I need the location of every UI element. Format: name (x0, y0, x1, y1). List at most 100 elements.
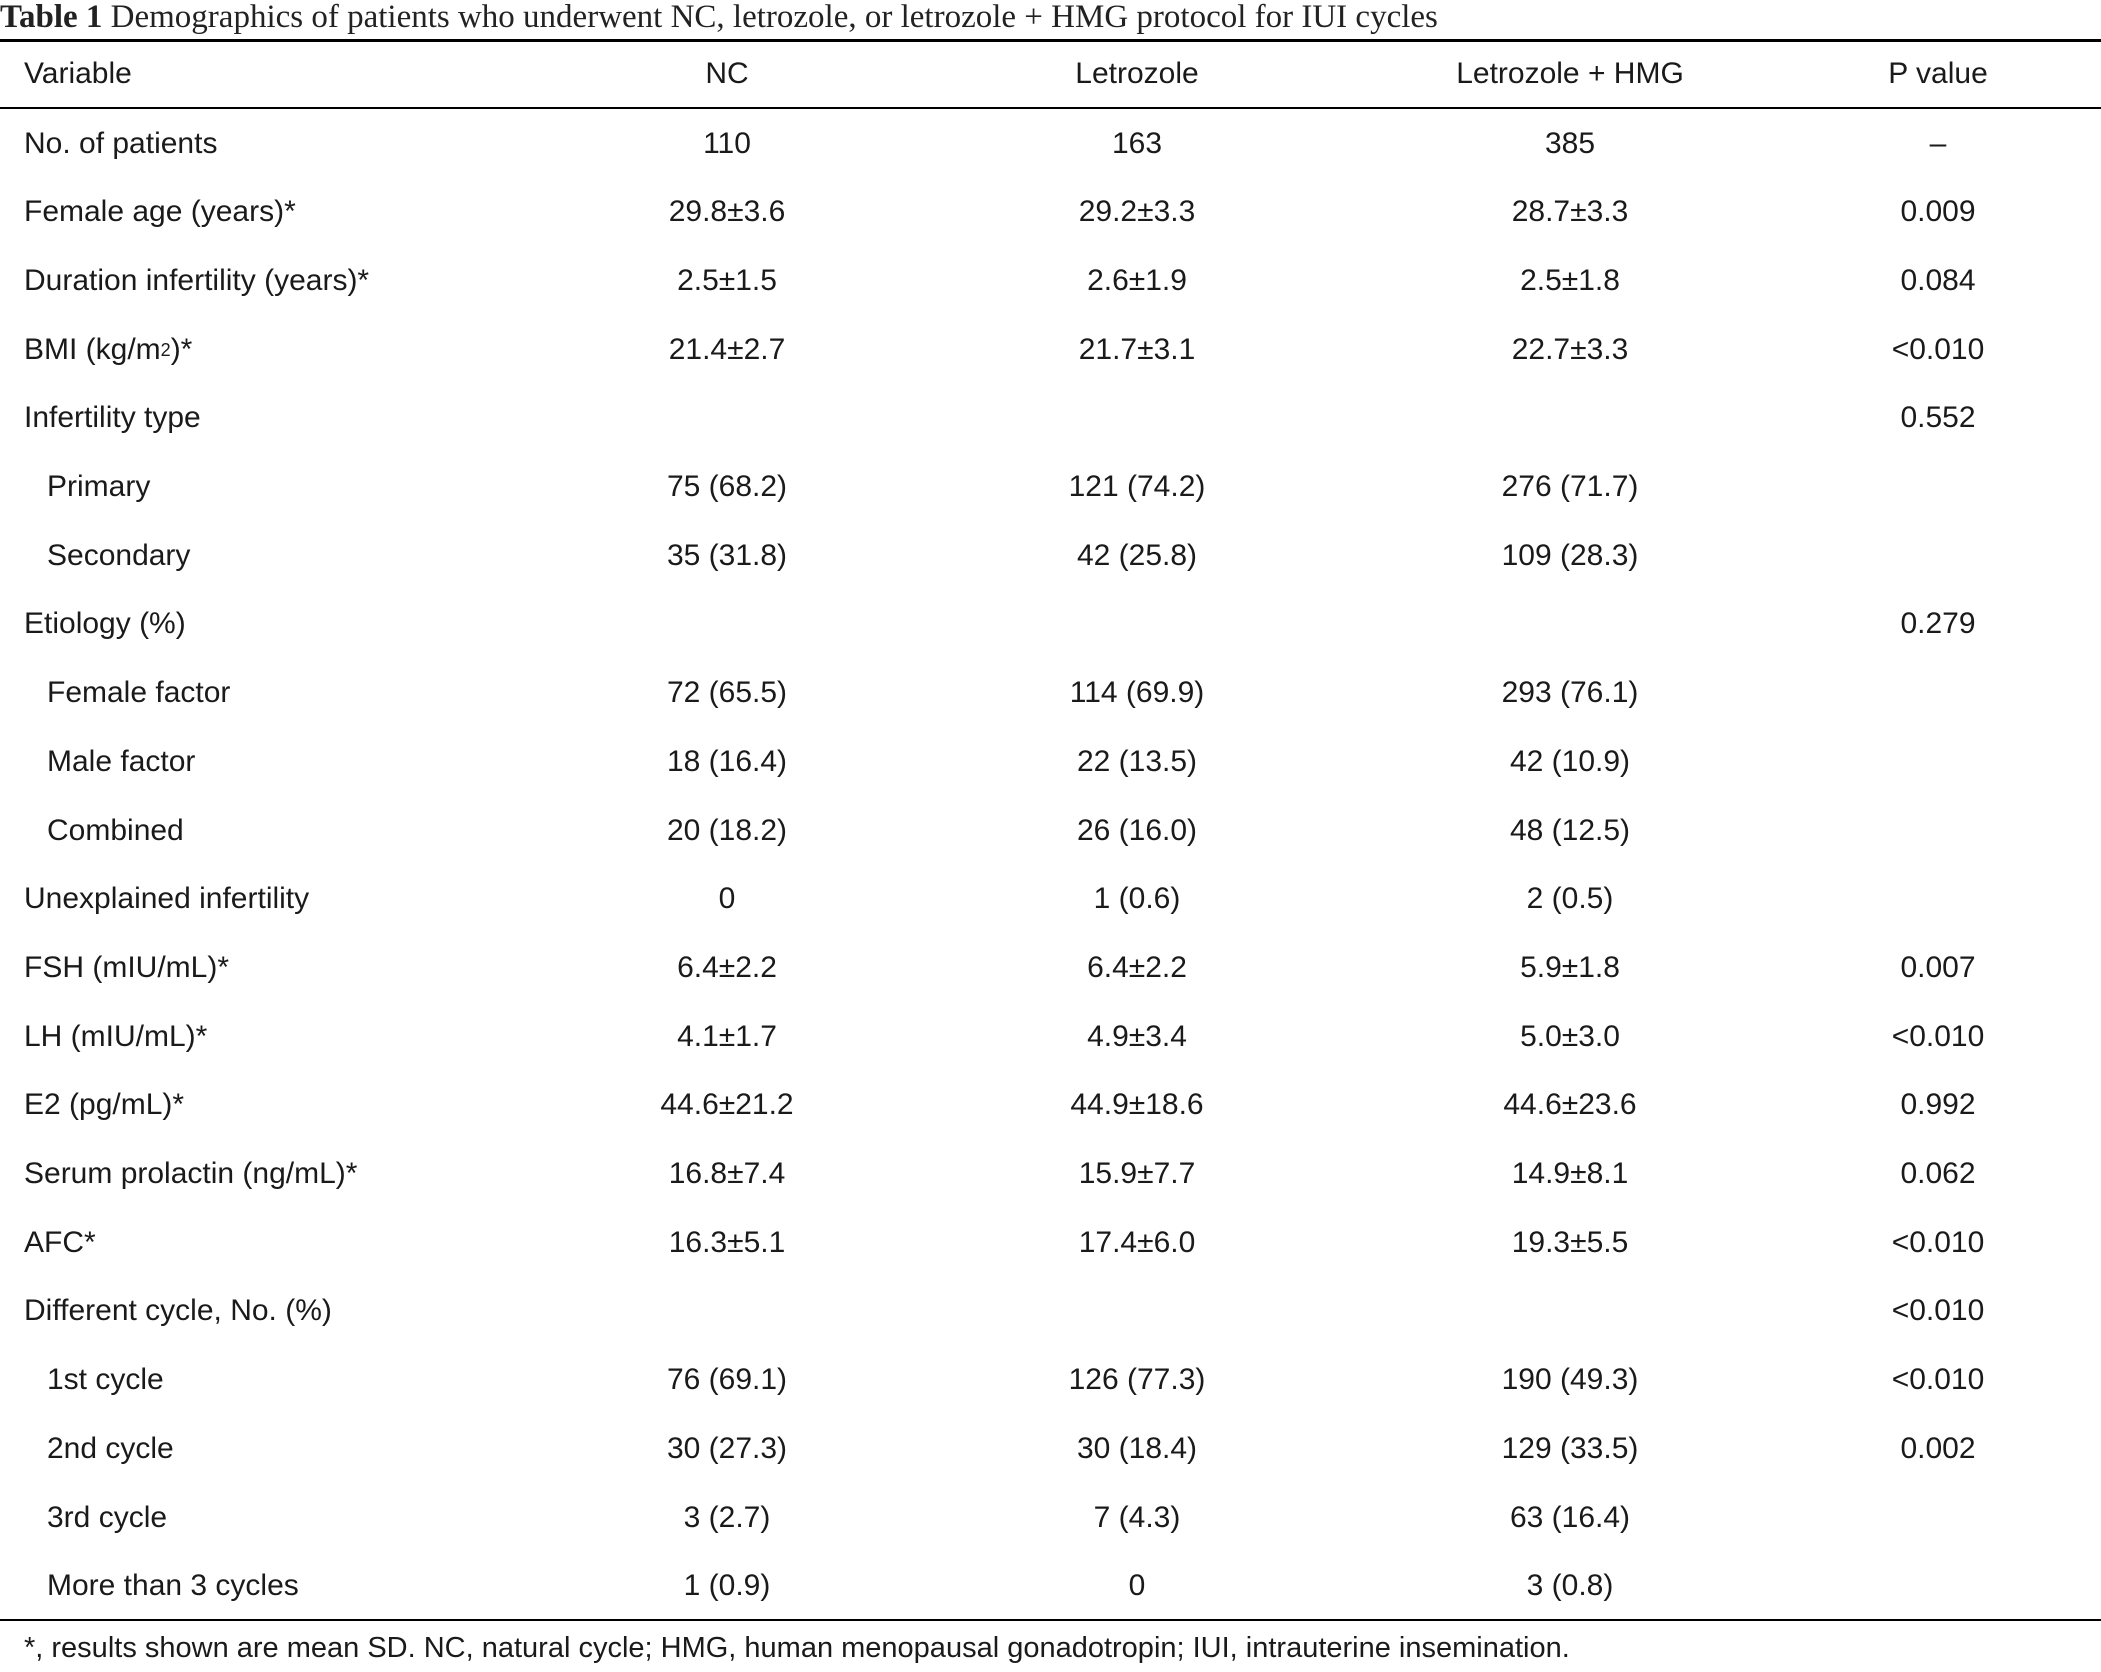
cell-p-value: 0.009 (1900, 195, 1976, 229)
header-letrozole-hmg: Letrozole + HMG (1456, 57, 1684, 90)
table-row: Duration infertility (years)* 2.5±1.5 2.6±… (0, 246, 2101, 315)
cell-letrozole: 114 (69.9) (1069, 676, 1205, 710)
row-label: BMI (kg/m 2)* (24, 332, 193, 366)
cell-letrozole-hmg: 44.6±23.6 (1503, 1088, 1637, 1122)
table-row: Different cycle, No. (%) <0.010 (0, 1277, 2101, 1346)
cell-letrozole-hmg: 276 (71.7) (1501, 470, 1639, 503)
cell-nc: 6.4±2.2 (677, 950, 777, 984)
table-row: BMI (kg/m 2)* 21.4±2.7 21.7±3.1 22.7±3.3 <0.0… (0, 315, 2101, 384)
caption-text: Demographics of patients who underwent N… (110, 0, 1438, 35)
cell-nc: 30 (27.3) (666, 1431, 788, 1465)
cell-letrozole-hmg (1370, 384, 1770, 453)
cell-p-value (1738, 453, 2101, 522)
cell-letrozole: 0 (1128, 1569, 1146, 1603)
cell-letrozole-hmg: 129 (33.5) (1501, 1431, 1639, 1465)
header-p-value: P value (1888, 57, 1988, 90)
cell-p-value: <0.010 (1891, 1294, 1985, 1328)
row-label: Duration infertility (years)* (24, 263, 370, 297)
row-label: FSH (mIU/mL)* (24, 950, 229, 984)
cell-letrozole-hmg (1370, 1277, 1770, 1346)
table-row: 3rd cycle 3 (2.7) 7 (4.3) 63 (16.4) (0, 1483, 2101, 1552)
cell-letrozole-hmg: 190 (49.3) (1501, 1363, 1639, 1397)
row-label-text: BMI (kg/m (24, 332, 161, 366)
cell-nc: 2.5±1.5 (677, 263, 777, 297)
cell-letrozole: 22 (13.5) (1076, 744, 1198, 778)
header-variable: Variable (24, 57, 132, 90)
cell-letrozole: 26 (16.0) (1076, 813, 1198, 847)
row-label: LH (mIU/mL)* (24, 1019, 208, 1053)
table-footnote: *, results shown are mean SD. NC, natura… (24, 1632, 1570, 1664)
cell-letrozole-hmg: 19.3±5.5 (1511, 1225, 1629, 1259)
row-label: 2nd cycle (47, 1431, 174, 1465)
cell-nc: 4.1±1.7 (677, 1019, 777, 1053)
table-row: FSH (mIU/mL)* 6.4±2.2 6.4±2.2 5.9±1.8 0.007 (0, 933, 2101, 1002)
top-rule (0, 39, 2101, 42)
cell-nc: 76 (69.1) (666, 1363, 788, 1397)
cell-letrozole-hmg: 293 (76.1) (1501, 676, 1639, 710)
header-rule (0, 107, 2101, 109)
table-row: Female factor 72 (65.5) 114 (69.9) 293 (76.… (0, 659, 2101, 728)
cell-nc: 1 (0.9) (683, 1569, 771, 1603)
cell-nc: 21.4±2.7 (668, 332, 786, 366)
cell-nc: 110 (703, 126, 751, 160)
cell-nc (527, 1277, 927, 1346)
cell-nc (527, 384, 927, 453)
cell-nc: 16.8±7.4 (668, 1157, 786, 1190)
cell-letrozole: 44.9±18.6 (1070, 1088, 1204, 1122)
row-label: Unexplained infertility (24, 882, 310, 916)
cell-nc: 75 (68.2) (666, 470, 788, 503)
cell-letrozole-hmg: 28.7±3.3 (1511, 195, 1629, 229)
row-label: Infertility type (24, 401, 201, 435)
cell-nc: 29.8±3.6 (668, 195, 786, 229)
table-row: Combined 20 (18.2) 26 (16.0) 48 (12.5) (0, 796, 2101, 865)
cell-letrozole-hmg: 3 (0.8) (1526, 1569, 1614, 1603)
table-row: 1st cycle 76 (69.1) 126 (77.3) 190 (49.3) <0… (0, 1346, 2101, 1415)
row-label: Etiology (%) (24, 607, 186, 641)
cell-letrozole: 6.4±2.2 (1087, 950, 1187, 984)
cell-nc (527, 590, 927, 659)
cell-letrozole-hmg: 48 (12.5) (1509, 813, 1631, 847)
table-row: AFC* 16.3±5.1 17.4±6.0 19.3±5.5 <0.010 (0, 1208, 2101, 1277)
row-label: Primary (47, 470, 151, 503)
cell-letrozole (937, 590, 1337, 659)
cell-p-value: 0.002 (1900, 1431, 1976, 1465)
cell-letrozole (937, 1277, 1337, 1346)
cell-letrozole: 30 (18.4) (1076, 1431, 1198, 1465)
row-label: 3rd cycle (47, 1500, 168, 1534)
table-row: No. of patients 110 163 385 – (0, 109, 2101, 178)
table-row: Male factor 18 (16.4) 22 (13.5) 42 (10.9) (0, 727, 2101, 796)
table-row: Etiology (%) 0.279 (0, 590, 2101, 659)
cell-letrozole: 126 (77.3) (1068, 1363, 1206, 1397)
table-caption: Table 1 Demographics of patients who und… (0, 0, 1438, 38)
header-letrozole: Letrozole (1075, 57, 1199, 90)
cell-p-value (1738, 1483, 2101, 1552)
cell-p-value: – (1929, 126, 1947, 160)
row-label: Combined (47, 813, 184, 847)
cell-letrozole-hmg: 5.0±3.0 (1520, 1019, 1620, 1053)
bottom-rule (0, 1619, 2101, 1621)
cell-p-value: 0.992 (1900, 1088, 1976, 1122)
row-label: Male factor (47, 744, 196, 778)
cell-letrozole-hmg: 14.9±8.1 (1511, 1157, 1629, 1190)
cell-nc: 44.6±21.2 (660, 1088, 794, 1122)
row-label: More than 3 cycles (47, 1569, 299, 1603)
cell-p-value: <0.010 (1891, 1225, 1985, 1259)
cell-p-value (1738, 659, 2101, 728)
cell-letrozole-hmg: 2.5±1.8 (1520, 263, 1620, 297)
cell-p-value: 0.279 (1900, 607, 1976, 641)
row-label: Female factor (47, 676, 231, 710)
cell-letrozole: 29.2±3.3 (1078, 195, 1196, 229)
cell-letrozole-hmg: 2 (0.5) (1526, 882, 1614, 916)
row-label: Different cycle, No. (%) (24, 1294, 332, 1328)
cell-letrozole: 42 (25.8) (1076, 538, 1198, 572)
table-row: Serum prolactin (ng/mL)* 16.8±7.4 15.9±7.7… (0, 1140, 2101, 1209)
table-row: 2nd cycle 30 (27.3) 30 (18.4) 129 (33.5) 0.0… (0, 1414, 2101, 1483)
cell-letrozole: 15.9±7.7 (1078, 1157, 1196, 1190)
table-header-row: Variable NC Letrozole Letrozole + HMG P … (0, 41, 2101, 107)
cell-letrozole: 163 (1111, 126, 1163, 160)
cell-letrozole-hmg: 385 (1544, 126, 1596, 160)
cell-p-value: 0.062 (1900, 1157, 1976, 1190)
table-row: Infertility type 0.552 (0, 384, 2101, 453)
caption-label: Table 1 (0, 0, 103, 35)
row-label-suffix: )* (170, 332, 193, 366)
